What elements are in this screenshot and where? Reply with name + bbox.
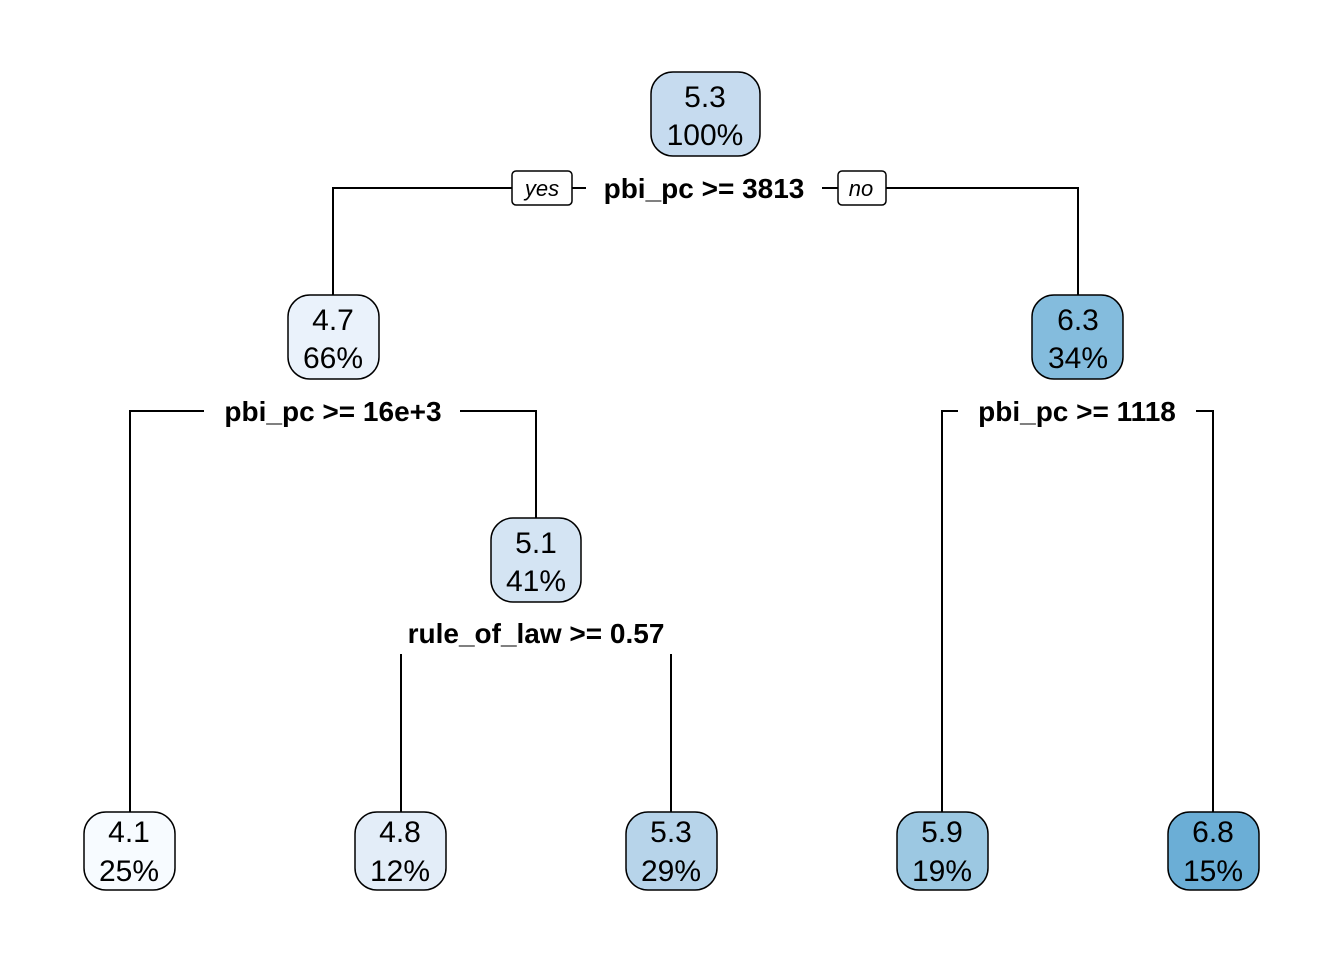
leaf-1: 4.1 25% xyxy=(83,811,176,891)
leaf-3-value: 5.3 xyxy=(650,816,692,849)
edge-left-to-leaf1 xyxy=(129,410,204,812)
leaf-2-value: 4.8 xyxy=(379,816,421,849)
edge-right-to-leaf4 xyxy=(941,410,958,812)
leaf-5: 6.8 15% xyxy=(1167,811,1260,891)
yes-label: yes xyxy=(523,176,559,201)
leaf-2: 4.8 12% xyxy=(354,811,447,891)
node-root-value: 5.3 xyxy=(684,81,726,114)
node-right-value: 6.3 xyxy=(1057,304,1099,337)
node-left: 4.7 66% xyxy=(287,294,380,380)
leaf-3: 5.3 29% xyxy=(625,811,718,891)
leaf-4: 5.9 19% xyxy=(896,811,989,891)
node-left-right-percent: 41% xyxy=(506,565,566,598)
edge-root-to-right xyxy=(886,187,1079,297)
left-right-split-label: rule_of_law >= 0.57 xyxy=(408,618,665,649)
edge-left-to-leftright xyxy=(460,410,537,518)
left-split-label: pbi_pc >= 16e+3 xyxy=(224,396,441,427)
yes-tag xyxy=(511,170,573,206)
leaf-1-value: 4.1 xyxy=(108,816,150,849)
node-root: 5.3 100% xyxy=(650,71,761,157)
leaf-5-value: 6.8 xyxy=(1192,816,1234,849)
right-split-label: pbi_pc >= 1118 xyxy=(978,396,1176,427)
edge-right-to-leaf5 xyxy=(1196,410,1214,812)
leaf-5-percent: 15% xyxy=(1183,855,1243,888)
node-left-value: 4.7 xyxy=(312,304,354,337)
leaf-2-percent: 12% xyxy=(370,855,430,888)
edge-root-to-left xyxy=(332,187,512,297)
node-right-percent: 34% xyxy=(1048,342,1108,375)
leaf-3-percent: 29% xyxy=(641,855,701,888)
node-left-percent: 66% xyxy=(303,342,363,375)
leaf-4-percent: 19% xyxy=(912,855,972,888)
no-tag xyxy=(837,170,887,206)
node-root-percent: 100% xyxy=(667,119,744,152)
tree-edges xyxy=(129,187,1214,812)
root-split: yes pbi_pc >= 3813 no xyxy=(511,170,887,206)
root-split-label: pbi_pc >= 3813 xyxy=(604,173,805,204)
node-right: 6.3 34% xyxy=(1031,294,1124,380)
leaf-4-value: 5.9 xyxy=(921,816,963,849)
no-label: no xyxy=(849,176,873,201)
node-left-right: 5.1 41% xyxy=(490,517,582,603)
node-left-right-value: 5.1 xyxy=(515,527,557,560)
leaf-1-percent: 25% xyxy=(99,855,159,888)
